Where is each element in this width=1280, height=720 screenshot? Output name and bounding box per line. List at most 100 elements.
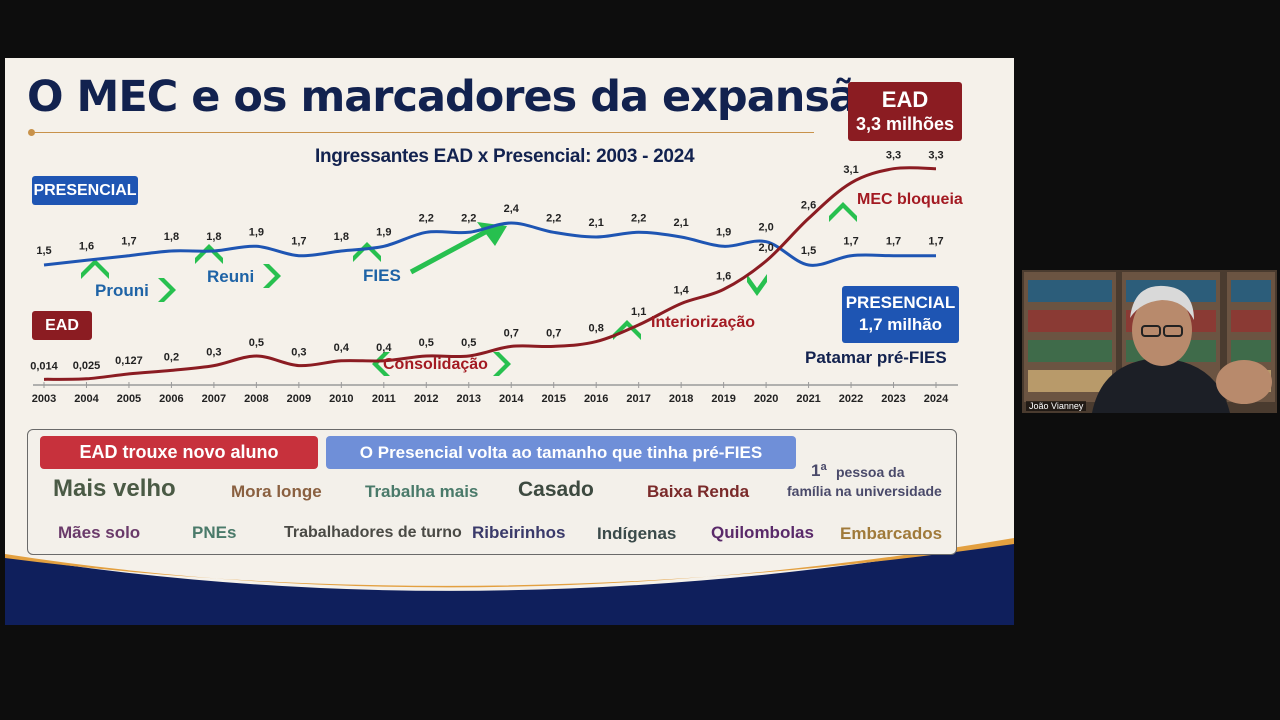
tag-mora-longe: Mora longe [231,482,322,501]
data-label-presencial-2019: 1,9 [716,226,731,238]
tag-casado: Casado [518,478,594,501]
data-label-presencial-2014: 2,4 [504,203,520,215]
presencial-total-label: PRESENCIAL [845,293,956,312]
tag-maes-solo: Mães solo [58,523,141,542]
tag-primeira-num: 1ª [811,461,827,480]
data-label-ead-2006: 0,2 [164,351,179,363]
data-label-presencial-2023: 1,7 [886,236,901,248]
x-tick-label-2007: 2007 [202,393,226,405]
ead-total-label: EAD [881,87,929,112]
data-label-ead-2012: 0,5 [419,337,434,349]
data-label-presencial-2009: 1,7 [291,236,306,248]
patamar-note: Patamar pré-FIES [805,348,947,367]
x-tick-label-2019: 2019 [711,393,735,405]
data-label-presencial-2005: 1,7 [121,236,136,248]
fies-growth-arrow-shaft [409,227,491,275]
data-label-ead-2013: 0,5 [461,337,476,349]
x-tick-label-2020: 2020 [754,393,778,405]
data-label-ead-2015: 0,7 [546,327,561,339]
annotation-reuni: Reuni [207,267,255,286]
presencial-returns-header: O Presencial volta ao tamanho que tinha … [326,436,796,469]
data-label-presencial-2016: 2,1 [589,217,604,229]
pandemic-down-chevron-icon [747,274,767,296]
tag-pnes: PNEs [192,523,237,542]
data-label-ead-2017: 1,1 [631,306,646,318]
consolidacao-end-chevron-icon [493,352,511,376]
annotation-mec-bloqueia: MEC bloqueia [857,191,963,208]
x-tick-label-2024: 2024 [924,393,949,405]
consolidacao-start-chevron-icon [372,352,390,376]
tag-primeira-pessoa: pessoa da [836,464,905,480]
data-label-ead-2005: 0,127 [115,355,143,367]
data-label-presencial-2010: 1,8 [334,231,349,243]
annotation-consolidacao: Consolidação [383,356,488,373]
data-label-ead-2011: 0,4 [376,342,392,354]
x-tick-label-2018: 2018 [669,393,693,405]
interiorizacao-chevron-icon [613,320,641,340]
data-label-ead-2009: 0,3 [291,347,306,359]
data-label-ead-2016: 0,8 [589,323,604,335]
title-rule [31,132,814,133]
data-label-ead-2004: 0,025 [73,360,101,372]
data-label-presencial-2021: 1,5 [801,245,816,257]
tag-baixa-renda: Baixa Renda [647,482,750,501]
x-tick-label-2006: 2006 [159,393,183,405]
webcam-video [1022,270,1277,413]
reuni-start-chevron-icon [195,244,223,264]
data-label-presencial-2020: 2,0 [758,222,773,234]
chart-title: Ingressantes EAD x Presencial: 2003 - 20… [315,146,695,167]
data-label-ead-2024: 3,3 [928,150,943,162]
ead-legend-tag: EAD [32,311,92,340]
x-tick-label-2012: 2012 [414,393,438,405]
x-tick-label-2016: 2016 [584,393,608,405]
data-label-ead-2022: 3,1 [843,164,858,176]
tag-familia-universidade: família na universidade [787,483,942,499]
x-tick-label-2021: 2021 [796,393,820,405]
tag-quilombolas: Quilombolas [711,523,814,542]
data-label-ead-2007: 0,3 [206,347,221,359]
data-label-presencial-2006: 1,8 [164,231,179,243]
tag-mais-velho: Mais velho [53,475,176,502]
webcam-participant-name: João Vianney [1026,401,1087,411]
slide: O MEC e os marcadores da expansão Ingres… [5,58,1014,625]
x-tick-label-2008: 2008 [244,393,268,405]
data-label-presencial-2015: 2,2 [546,212,561,224]
data-label-presencial-2007: 1,8 [206,231,221,243]
ead-new-student-header: EAD trouxe novo aluno [40,436,318,469]
tag-trabalha-mais: Trabalha mais [365,482,479,501]
tag-trabalhadores-turno: Trabalhadores de turno [284,524,462,541]
x-tick-label-2004: 2004 [74,393,99,405]
annotation-prouni: Prouni [95,281,149,300]
webcam-tile[interactable]: João Vianney [1022,270,1277,413]
x-tick-label-2022: 2022 [839,393,863,405]
prouni-end-chevron-icon [158,278,176,302]
data-label-ead-2018: 1,4 [673,285,689,297]
data-label-ead-2014: 0,7 [504,327,519,339]
fies-chevron-icon [353,242,381,262]
profile-panel: EAD trouxe novo aluno O Presencial volta… [27,429,957,555]
tag-ribeirinhos: Ribeirinhos [472,523,566,542]
annotation-interiorizacao: Interiorização [651,314,756,331]
prouni-start-chevron-icon [81,259,109,279]
data-label-presencial-2008: 1,9 [249,226,264,238]
ead-total-value: 3,3 milhões [855,114,955,134]
x-tick-label-2010: 2010 [329,393,353,405]
data-label-presencial-2013: 2,2 [461,212,476,224]
data-label-ead-2019: 1,6 [716,270,731,282]
x-tick-label-2005: 2005 [117,393,141,405]
presencial-total-box: PRESENCIAL 1,7 milhão [842,286,959,343]
data-label-presencial-2022: 1,7 [843,236,858,248]
data-label-ead-2021: 2,6 [801,199,816,211]
data-label-presencial-2003: 1,5 [36,245,51,257]
data-label-presencial-2018: 2,1 [673,217,688,229]
x-tick-label-2023: 2023 [881,393,905,405]
ead-total-box: EAD 3,3 milhões [848,82,962,141]
line-chart: 1,5 1,6 1,7 1,8 1,8 1,9 1,7 1,8 1,9 2,2 2,2 2,4 2,2 2… [30,150,958,405]
x-tick-label-2014: 2014 [499,393,524,405]
data-label-ead-2003: 0,014 [30,360,58,372]
data-label-ead-2010: 0,4 [334,342,350,354]
x-tick-label-2009: 2009 [287,393,311,405]
x-tick-label-2003: 2003 [32,393,56,405]
reuni-end-chevron-icon [263,264,281,288]
tag-embarcados: Embarcados [840,524,943,543]
